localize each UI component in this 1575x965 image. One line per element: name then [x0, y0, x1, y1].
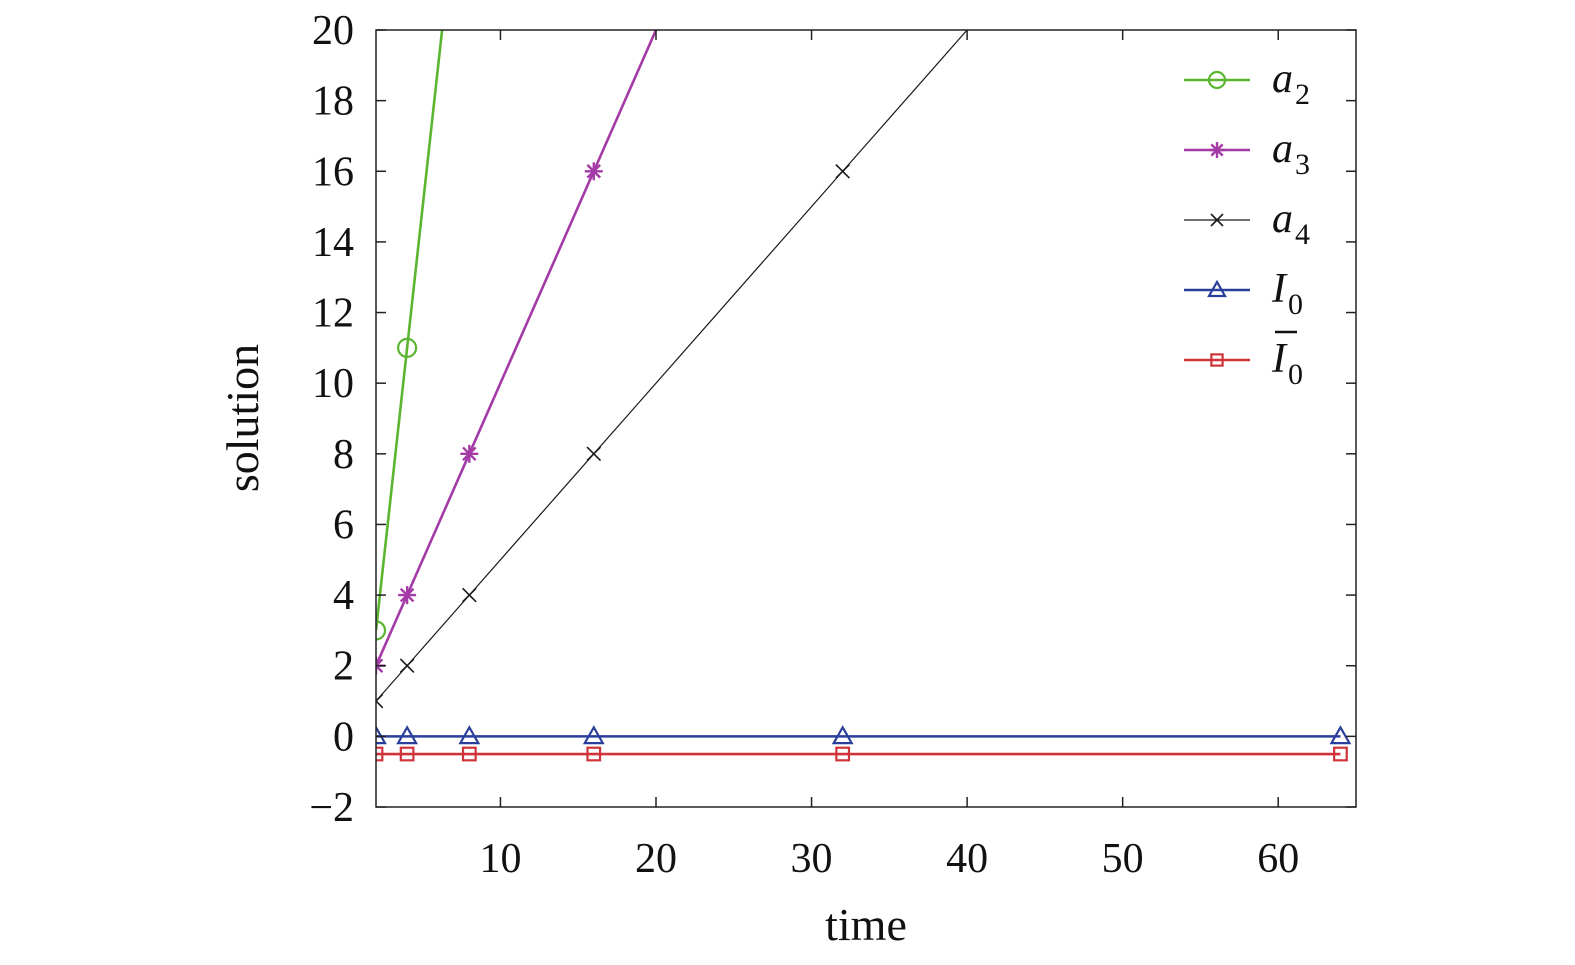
x-tick-label: 20 [635, 836, 677, 882]
legend-item: a2 [1184, 56, 1310, 111]
legend-marker [1207, 279, 1227, 298]
data-point [462, 587, 477, 603]
y-tick-label: 18 [312, 79, 354, 125]
legend-name: I [1271, 266, 1288, 312]
data-point [831, 725, 854, 745]
series-line [376, 30, 968, 702]
data-point [396, 725, 419, 745]
legend-label: I0 [1271, 336, 1303, 391]
x-tick-label: 50 [1102, 836, 1144, 882]
data-point [1333, 746, 1348, 762]
legend-name: a [1272, 196, 1293, 242]
data-point [376, 693, 384, 709]
legend-item: a4 [1184, 196, 1310, 251]
legend-label: a3 [1272, 126, 1310, 181]
legend-item: a3 [1184, 126, 1310, 181]
series-layer [376, 30, 1352, 762]
series-a2 [376, 30, 444, 641]
series-I0 [376, 725, 1352, 745]
legend-item: I0 [1184, 266, 1303, 321]
data-point [586, 446, 602, 462]
x-tick-label: 10 [479, 836, 521, 882]
plot-frame [375, 29, 1357, 808]
legend-subscript: 2 [1295, 78, 1310, 111]
data-point [399, 746, 415, 762]
series-a3 [376, 30, 658, 675]
data-point [461, 746, 477, 762]
y-tick-label: 10 [312, 361, 354, 407]
data-point [586, 746, 602, 762]
legend-subscript: 0 [1288, 358, 1303, 391]
y-tick-label: 6 [333, 502, 354, 548]
legend-name: a [1272, 126, 1293, 172]
series-line [376, 30, 444, 631]
legend-name: a [1272, 56, 1293, 102]
y-tick-label: 20 [312, 8, 354, 54]
y-tick-label: 12 [312, 291, 354, 337]
data-point [582, 725, 605, 745]
y-tick-label: 4 [333, 573, 354, 619]
legend-name: I [1271, 336, 1288, 382]
data-point [397, 337, 418, 358]
legend-item: I0 [1184, 330, 1303, 391]
data-point [460, 444, 479, 463]
legend-marker [1209, 142, 1225, 158]
data-point [398, 586, 417, 605]
legend-marker [1207, 70, 1227, 90]
data-point [1329, 725, 1352, 745]
series-line [376, 30, 658, 667]
data-point [376, 725, 387, 745]
data-point [458, 725, 481, 745]
y-tick-label: 0 [333, 714, 354, 760]
x-axis-title: time [825, 899, 907, 950]
y-tick-label: 14 [312, 220, 354, 266]
y-tick-label: 2 [333, 644, 354, 690]
legend-subscript: 3 [1295, 148, 1310, 181]
legend-label: a4 [1272, 196, 1310, 251]
y-tick-label: −2 [309, 785, 354, 831]
legend-subscript: 0 [1288, 288, 1303, 321]
x-tick-label: 40 [946, 836, 988, 882]
series-a4 [376, 30, 968, 709]
data-point [376, 620, 387, 641]
data-point [584, 162, 603, 181]
legend-marker [1210, 353, 1224, 367]
legend-subscript: 4 [1295, 218, 1310, 251]
series-I0-bar [376, 746, 1348, 762]
y-tick-label: 8 [333, 432, 354, 478]
x-tick-label: 60 [1257, 836, 1299, 882]
legend-label: a2 [1272, 56, 1310, 111]
x-tick-label: 30 [791, 836, 833, 882]
y-axis-title: solution [217, 344, 268, 492]
data-point [835, 163, 850, 179]
legend-marker [1210, 213, 1224, 227]
data-point [399, 658, 415, 674]
data-point [835, 746, 851, 762]
legend-label: I0 [1271, 266, 1303, 321]
y-tick-label: 16 [312, 149, 354, 195]
